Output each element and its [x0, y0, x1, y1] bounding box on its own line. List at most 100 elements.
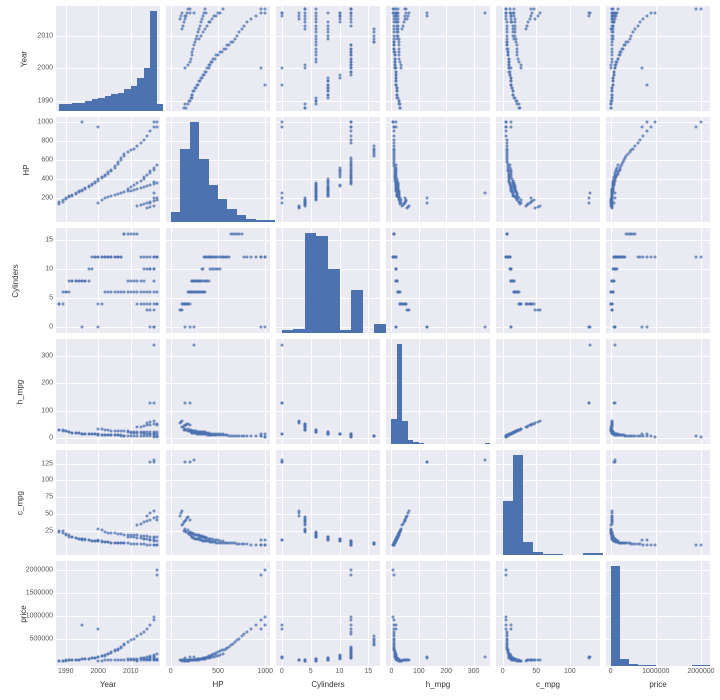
scatter-point — [327, 34, 330, 37]
scatter-point — [315, 14, 318, 17]
scatter-point — [505, 11, 508, 14]
scatter-point — [183, 14, 186, 17]
scatter-point — [237, 31, 240, 34]
scatter-point — [610, 54, 613, 57]
gridline — [131, 561, 132, 666]
scatter-point — [612, 27, 615, 30]
scatter-point — [394, 73, 397, 76]
scatter-point — [149, 512, 152, 515]
scatter-point — [645, 326, 648, 329]
scatter-point — [179, 18, 182, 21]
scatter-point — [298, 509, 301, 512]
gridline — [386, 298, 490, 299]
x-tick-label: 0 — [169, 668, 173, 675]
scatter-point — [642, 256, 645, 259]
scatter-point — [505, 27, 508, 30]
scatter-point — [204, 279, 207, 282]
scatter-point — [142, 279, 145, 282]
scatter-point — [505, 232, 508, 235]
scatter-point — [224, 47, 227, 50]
scatter-point — [395, 24, 398, 27]
scatter-point — [197, 83, 200, 86]
gridline — [265, 6, 266, 111]
cell-c_mpg-vs-h_mpg — [386, 450, 490, 555]
scatter-point — [350, 615, 353, 618]
cell-price-vs-Cylinders: 051015Cylinders — [276, 561, 380, 666]
scatter-point — [280, 628, 283, 631]
scatter-point — [203, 291, 206, 294]
scatter-point — [616, 8, 619, 11]
scatter-point — [327, 537, 330, 540]
x-tick-label: 15 — [365, 668, 373, 675]
y-axis-title: Cylinders — [11, 264, 20, 297]
scatter-point — [181, 308, 184, 311]
scatter-point — [373, 635, 376, 638]
scatter-point — [327, 80, 330, 83]
y-tick-label: 0 — [49, 324, 53, 331]
cell-Cylinders-vs-Year: 051015Cylinders — [56, 228, 160, 333]
scatter-point — [513, 96, 516, 99]
scatter-point — [350, 60, 353, 63]
scatter-point — [587, 14, 590, 17]
scatter-point — [623, 256, 626, 259]
gridline — [311, 6, 312, 111]
gridline — [56, 383, 160, 384]
gridline — [311, 117, 312, 222]
scatter-point — [315, 21, 318, 24]
gridline — [419, 117, 420, 222]
scatter-point — [303, 64, 306, 67]
scatter-point — [632, 31, 635, 34]
scatter-point — [529, 302, 532, 305]
scatter-point — [221, 8, 224, 11]
scatter-point — [68, 291, 71, 294]
hist-bar — [583, 553, 593, 555]
scatter-point — [397, 100, 400, 103]
scatter-point — [240, 232, 243, 235]
scatter-point — [398, 103, 401, 106]
scatter-point — [393, 54, 396, 57]
scatter-point — [155, 569, 158, 572]
gridline — [606, 240, 710, 241]
hist-bar — [157, 104, 164, 111]
pairplot-figure: 199020002010Year2004006008001000HP051015… — [0, 0, 720, 700]
cell-h_mpg-vs-HP — [166, 339, 270, 444]
gridline — [276, 160, 380, 161]
scatter-point — [505, 34, 508, 37]
scatter-point — [695, 435, 698, 438]
gridline — [503, 117, 504, 222]
scatter-point — [532, 302, 535, 305]
x-axis-title: Cylinders — [311, 680, 344, 689]
gridline — [166, 570, 270, 571]
scatter-point — [327, 96, 330, 99]
gridline — [496, 198, 600, 199]
scatter-point — [622, 47, 625, 50]
scatter-point — [513, 37, 516, 40]
scatter-point — [616, 256, 619, 259]
scatter-point — [394, 77, 397, 80]
scatter-point — [393, 50, 396, 53]
scatter-point — [139, 633, 142, 636]
scatter-point — [350, 21, 353, 24]
scatter-point — [350, 163, 353, 166]
gridline — [98, 561, 99, 666]
scatter-point — [529, 8, 532, 11]
gridline — [276, 480, 380, 481]
cell-c_mpg-vs-Year: 255075100125c_mpg — [56, 450, 160, 555]
scatter-point — [614, 67, 617, 70]
scatter-point — [200, 77, 203, 80]
gridline — [474, 561, 475, 666]
scatter-point — [315, 96, 318, 99]
scatter-point — [202, 73, 205, 76]
scatter-point — [505, 18, 508, 21]
scatter-point — [531, 11, 534, 14]
cell-HP-vs-c_mpg — [496, 117, 600, 222]
y-axis-title: price — [19, 605, 28, 622]
scatter-point — [506, 44, 509, 47]
scatter-point — [350, 627, 353, 630]
scatter-point — [394, 652, 397, 655]
scatter-point — [338, 14, 341, 17]
scatter-point — [392, 232, 395, 235]
cell-HP-vs-Cylinders — [276, 117, 380, 222]
scatter-point — [505, 144, 508, 147]
scatter-point — [528, 18, 531, 21]
